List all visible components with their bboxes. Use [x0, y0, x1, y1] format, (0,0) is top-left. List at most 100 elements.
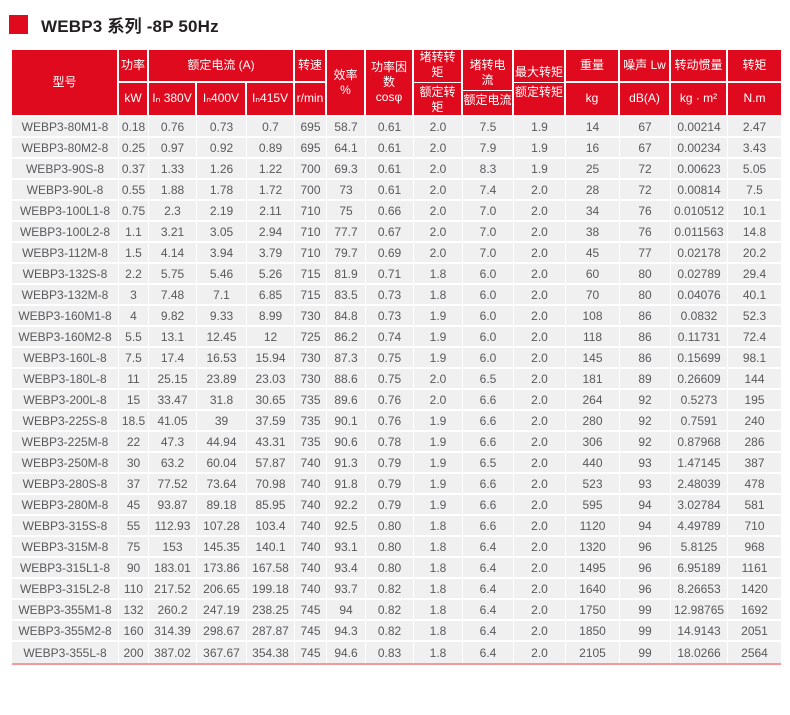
cell-noise: 94: [620, 516, 672, 537]
cell-i400: 3.05: [197, 222, 247, 243]
cell-rpm: 730: [295, 348, 328, 369]
cell-model: WEBP3-180L-8: [12, 369, 119, 390]
cell-torque: 3.43: [728, 138, 782, 159]
cell-mt: 2.0: [514, 369, 567, 390]
cell-model: WEBP3-280M-8: [12, 495, 119, 516]
cell-i400: 247.19: [197, 600, 247, 621]
cell-cos: 0.82: [366, 579, 415, 600]
cell-torque: 40.1: [728, 285, 782, 306]
cell-mt: 2.0: [514, 432, 567, 453]
cell-model: WEBP3-132M-8: [12, 285, 119, 306]
cell-kw: 15: [119, 390, 149, 411]
cell-i380: 77.52: [149, 474, 197, 495]
table-row: WEBP3-315L1-8 90 183.01 173.86 167.58 740 93.4…: [12, 558, 782, 579]
cell-i400: 0.73: [197, 117, 247, 138]
cell-lrt: 1.8: [414, 516, 464, 537]
cell-noise: 72: [620, 180, 672, 201]
cell-lrc: 6.6: [463, 516, 515, 537]
cell-torque: 5.05: [728, 159, 782, 180]
cell-rpm: 740: [295, 516, 328, 537]
cell-rpm: 745: [295, 621, 328, 642]
cell-lrc: 8.3: [463, 159, 515, 180]
cell-torque: 10.1: [728, 201, 782, 222]
col-header-current-415v: Iₙ415V: [247, 82, 296, 117]
cell-noise: 86: [620, 348, 672, 369]
col-header-max-torque-ratio: 最大转矩 额定转矩: [514, 50, 567, 117]
cell-torque: 2051: [728, 621, 782, 642]
cell-lrc: 6.6: [463, 432, 515, 453]
cell-cos: 0.69: [366, 243, 415, 264]
cell-torque: 581: [728, 495, 782, 516]
cell-lrc: 6.0: [463, 264, 515, 285]
cell-eff: 89.6: [327, 390, 367, 411]
col-header-efficiency: 效率 %: [327, 50, 367, 117]
cell-kw: 37: [119, 474, 149, 495]
cell-torque: 98.1: [728, 348, 782, 369]
cell-lrc: 7.0: [463, 222, 515, 243]
cell-cos: 0.61: [366, 159, 415, 180]
cell-torque: 52.3: [728, 306, 782, 327]
cell-torque: 72.4: [728, 327, 782, 348]
cell-model: WEBP3-100L1-8: [12, 201, 119, 222]
cell-mt: 2.0: [514, 285, 567, 306]
cell-eff: 94.6: [327, 642, 367, 663]
cell-rpm: 710: [295, 222, 328, 243]
cell-lrc: 6.6: [463, 474, 515, 495]
cell-eff: 92.5: [327, 516, 367, 537]
cell-eff: 93.7: [327, 579, 367, 600]
cell-noise: 72: [620, 159, 672, 180]
cell-inertia: 0.87968: [671, 432, 729, 453]
cell-eff: 94.3: [327, 621, 367, 642]
cell-cos: 0.78: [366, 432, 415, 453]
cell-eff: 81.9: [327, 264, 367, 285]
cell-model: WEBP3-225S-8: [12, 411, 119, 432]
cell-lrt: 1.8: [414, 642, 464, 663]
col-header-noise-unit: dB(A): [620, 82, 672, 117]
cell-eff: 88.6: [327, 369, 367, 390]
cell-noise: 77: [620, 243, 672, 264]
cell-torque: 14.8: [728, 222, 782, 243]
cell-cos: 0.80: [366, 516, 415, 537]
table-row: WEBP3-80M1-8 0.18 0.76 0.73 0.7 695 58.7 0.61 2.…: [12, 117, 782, 138]
table-row: WEBP3-132M-8 3 7.48 7.1 6.85 715 83.5 0.73 1.8 6.…: [12, 285, 782, 306]
cell-lrt: 1.9: [414, 495, 464, 516]
cell-i415: 140.1: [247, 537, 296, 558]
cell-model: WEBP3-90S-8: [12, 159, 119, 180]
cell-mt: 2.0: [514, 222, 567, 243]
cell-inertia: 0.011563: [671, 222, 729, 243]
cell-lrt: 1.8: [414, 600, 464, 621]
cell-lrt: 2.0: [414, 117, 464, 138]
cell-kw: 45: [119, 495, 149, 516]
cell-noise: 94: [620, 495, 672, 516]
cell-model: WEBP3-160M1-8: [12, 306, 119, 327]
cell-inertia: 0.00234: [671, 138, 729, 159]
cell-i380: 47.3: [149, 432, 197, 453]
cell-inertia: 0.11731: [671, 327, 729, 348]
cell-rpm: 700: [295, 180, 328, 201]
cell-wt: 45: [566, 243, 621, 264]
cell-mt: 2.0: [514, 474, 567, 495]
cell-cos: 0.75: [366, 369, 415, 390]
cell-i400: 367.67: [197, 642, 247, 663]
cell-wt: 1750: [566, 600, 621, 621]
cell-eff: 79.7: [327, 243, 367, 264]
cell-mt: 2.0: [514, 558, 567, 579]
cell-rpm: 735: [295, 390, 328, 411]
cell-torque: 20.2: [728, 243, 782, 264]
cell-i415: 57.87: [247, 453, 296, 474]
cell-model: WEBP3-200L-8: [12, 390, 119, 411]
cell-lrt: 1.9: [414, 411, 464, 432]
cell-model: WEBP3-112M-8: [12, 243, 119, 264]
cell-torque: 710: [728, 516, 782, 537]
cell-i400: 145.35: [197, 537, 247, 558]
cell-inertia: 2.48039: [671, 474, 729, 495]
cell-wt: 70: [566, 285, 621, 306]
cell-cos: 0.61: [366, 138, 415, 159]
cell-eff: 91.8: [327, 474, 367, 495]
cell-lrt: 1.8: [414, 558, 464, 579]
cell-lrc: 6.4: [463, 642, 515, 663]
cell-noise: 80: [620, 264, 672, 285]
cell-lrc: 6.4: [463, 621, 515, 642]
cell-model: WEBP3-160M2-8: [12, 327, 119, 348]
